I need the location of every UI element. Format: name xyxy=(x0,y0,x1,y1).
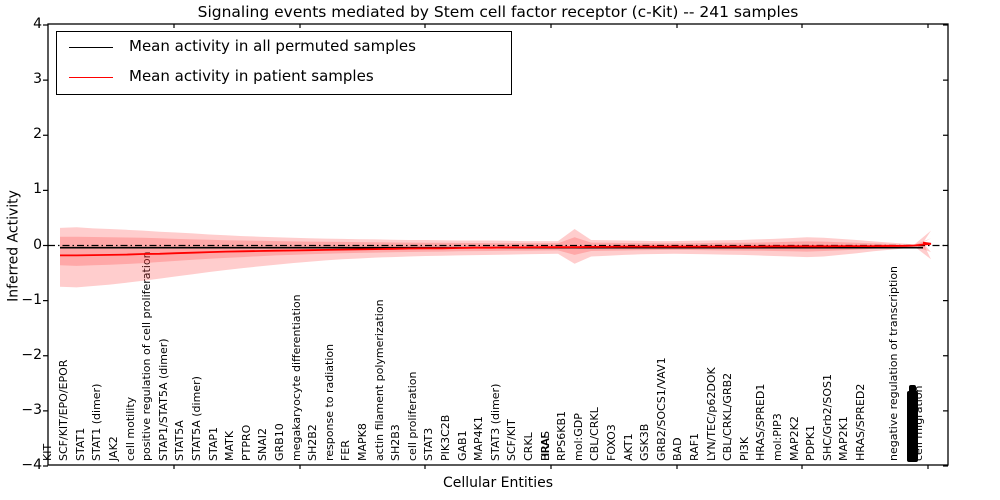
x-category-label: STAT5A xyxy=(173,420,187,461)
x-category-label: FER xyxy=(339,440,353,461)
x-category-label: FOXO3 xyxy=(604,424,618,461)
x-category-label: STAT1 (dimer) xyxy=(90,383,104,461)
x-category-label: megakaryocyte differentiation xyxy=(289,294,303,461)
x-category-label: LYN/TEC/p62DOK xyxy=(704,367,718,461)
legend-line-patient-icon xyxy=(69,77,113,78)
x-category-label: CBL/CRKL/GRB2 xyxy=(721,372,735,461)
y-tick-label: −4 xyxy=(21,457,42,473)
legend-label-patient: Mean activity in patient samples xyxy=(129,67,374,85)
legend-label-permuted: Mean activity in all permuted samples xyxy=(129,37,416,55)
x-category-label: PI3K xyxy=(737,436,751,461)
x-category-label: PIK3C2B xyxy=(438,414,452,461)
x-category-label: GRB10 xyxy=(272,423,286,461)
y-tick-label: 0 xyxy=(33,236,42,253)
x-category-label: GSK3B xyxy=(638,423,652,461)
x-category-label: HRAS/SPRED2 xyxy=(853,383,867,461)
x-category-label: cell motility xyxy=(123,396,137,461)
x-category-label: actin filament polymerization xyxy=(372,299,386,461)
legend-line-permuted-icon xyxy=(69,47,113,48)
x-category-label: STAT3 xyxy=(422,427,436,461)
x-category-label: MATK xyxy=(223,430,237,461)
x-category-label: SCF/KIT/EPO/EPOR xyxy=(57,359,71,461)
x-category-label: GRB2/SOCS1/VAV1 xyxy=(654,357,668,461)
x-category-label: SHC/Grb2/SOS1 xyxy=(820,374,834,461)
y-tick-label: 2 xyxy=(33,126,42,143)
x-category-label: STAT3 (dimer) xyxy=(488,383,502,461)
overlapping-labels-blob xyxy=(907,385,918,462)
x-category-label: STAT1 xyxy=(73,427,87,461)
x-category-label: AKT1 xyxy=(621,433,635,461)
x-category-label: SH2B2 xyxy=(306,424,320,461)
legend-entry-patient: Mean activity in patient samples xyxy=(57,63,511,93)
x-category-label: PDPK1 xyxy=(804,425,818,461)
x-category-label: GAB1 xyxy=(455,430,469,461)
x-category-label: positive regulation of cell proliferatio… xyxy=(140,251,154,461)
x-category-label: JAK2 xyxy=(106,436,120,461)
y-tick-label: 4 xyxy=(33,16,42,32)
x-category-label: KIT xyxy=(40,443,54,461)
legend-box: Mean activity in all permuted samples Me… xyxy=(56,31,512,95)
y-tick-label: −3 xyxy=(21,401,42,418)
x-category-label: cell proliferation xyxy=(405,371,419,461)
x-category-label: MAPK8 xyxy=(355,423,369,461)
y-tick-label: 3 xyxy=(33,71,42,88)
x-category-label: mol:PIP3 xyxy=(770,413,784,461)
x-category-label: BRAF xyxy=(538,432,552,461)
y-tick-label: −2 xyxy=(21,346,42,363)
x-category-label: CBL/CRKL xyxy=(588,407,602,461)
x-category-label: RPS6KB1 xyxy=(555,410,569,461)
patient-band-inner xyxy=(60,236,931,266)
y-tick-label: 1 xyxy=(33,181,42,198)
x-category-label: STAT5A (dimer) xyxy=(189,376,203,461)
x-category-label: SH2B3 xyxy=(389,424,403,461)
patient-mean-line xyxy=(60,241,932,257)
x-axis-label: Cellular Entities xyxy=(442,475,554,491)
x-category-label: MAP2K1 xyxy=(837,416,851,461)
x-category-label: negative regulation of transcription xyxy=(886,265,900,461)
x-category-label: MAP2K2 xyxy=(787,416,801,461)
x-category-label: STAP1 xyxy=(206,426,220,461)
x-category-label: HRAS/SPRED1 xyxy=(754,383,768,461)
x-category-label: MAP4K1 xyxy=(472,416,486,461)
patient-band-outer xyxy=(60,227,931,288)
x-category-label: SCF/KIT xyxy=(505,419,519,461)
chart-title: Signaling events mediated by Stem cell f… xyxy=(197,3,799,21)
y-tick-label: −1 xyxy=(21,291,42,308)
x-category-label: BAD xyxy=(671,437,685,461)
x-category-label: CRKL xyxy=(521,432,535,461)
x-category-label: response to radiation xyxy=(322,343,336,461)
legend-entry-permuted: Mean activity in all permuted samples xyxy=(57,33,511,63)
x-category-label: STAP1/STAT5A (dimer) xyxy=(156,338,170,461)
x-category-label: mol:GDP xyxy=(571,413,585,461)
x-category-label: SNAI2 xyxy=(256,428,270,461)
x-category-label: RAF1 xyxy=(687,432,701,461)
x-category-label: PTPRO xyxy=(239,424,253,461)
